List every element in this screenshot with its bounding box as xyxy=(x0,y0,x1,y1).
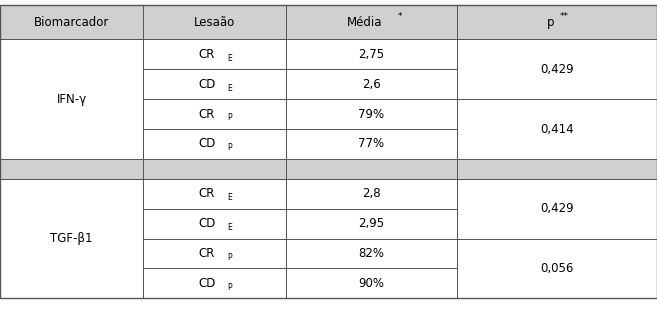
Text: **: ** xyxy=(560,12,569,21)
Bar xyxy=(286,99,457,129)
Bar xyxy=(457,179,657,239)
Text: Média: Média xyxy=(347,16,383,29)
Text: p: p xyxy=(547,16,554,29)
Text: 79%: 79% xyxy=(359,108,384,121)
Bar xyxy=(457,5,657,39)
Text: CD: CD xyxy=(198,137,215,151)
Bar xyxy=(286,179,457,209)
Text: 0,429: 0,429 xyxy=(540,63,574,76)
Bar xyxy=(143,99,286,129)
Text: 77%: 77% xyxy=(359,137,384,151)
Bar xyxy=(143,179,286,209)
Text: CR: CR xyxy=(199,247,215,260)
Bar xyxy=(0,179,143,298)
Bar xyxy=(286,69,457,99)
Text: CR: CR xyxy=(199,48,215,61)
Text: CR: CR xyxy=(199,108,215,121)
Bar xyxy=(0,159,143,179)
Bar xyxy=(143,5,286,39)
Text: E: E xyxy=(227,54,232,63)
Bar xyxy=(143,239,286,268)
Text: 82%: 82% xyxy=(359,247,384,260)
Bar xyxy=(143,39,286,69)
Text: 0,414: 0,414 xyxy=(540,123,574,135)
Bar xyxy=(286,159,457,179)
Text: IFN-γ: IFN-γ xyxy=(57,93,87,106)
Text: 2,75: 2,75 xyxy=(359,48,384,61)
Bar xyxy=(286,239,457,268)
Bar xyxy=(0,5,143,39)
Text: P: P xyxy=(227,113,232,123)
Bar xyxy=(286,159,457,179)
Text: TGF-β1: TGF-β1 xyxy=(51,232,93,245)
Text: E: E xyxy=(227,193,232,202)
Text: 90%: 90% xyxy=(359,277,384,290)
Bar xyxy=(143,129,286,159)
Bar xyxy=(143,209,286,239)
Bar xyxy=(457,5,657,39)
Bar xyxy=(0,5,143,39)
Text: 2,6: 2,6 xyxy=(362,78,381,91)
Bar xyxy=(143,159,286,179)
Text: 0,429: 0,429 xyxy=(540,202,574,215)
Bar xyxy=(457,39,657,99)
Text: CD: CD xyxy=(198,277,215,290)
Bar xyxy=(143,159,286,179)
Bar xyxy=(143,69,286,99)
Text: CD: CD xyxy=(198,78,215,91)
Bar xyxy=(457,99,657,159)
Bar xyxy=(0,39,143,159)
Text: Lesaão: Lesaão xyxy=(194,16,235,29)
Bar xyxy=(286,5,457,39)
Text: CR: CR xyxy=(199,187,215,200)
Text: E: E xyxy=(227,83,232,93)
Text: CD: CD xyxy=(198,217,215,230)
Bar xyxy=(286,129,457,159)
Bar xyxy=(143,5,286,39)
Text: P: P xyxy=(227,282,232,292)
Text: *: * xyxy=(397,12,402,21)
Text: 2,8: 2,8 xyxy=(362,187,381,200)
Bar xyxy=(457,239,657,298)
Bar xyxy=(286,209,457,239)
Text: 2,95: 2,95 xyxy=(359,217,384,230)
Bar xyxy=(457,159,657,179)
Text: E: E xyxy=(227,223,232,232)
Bar xyxy=(0,159,143,179)
Text: Biomarcador: Biomarcador xyxy=(34,16,109,29)
Text: 0,056: 0,056 xyxy=(540,262,574,275)
Bar xyxy=(286,268,457,298)
Bar xyxy=(286,5,457,39)
Bar xyxy=(143,268,286,298)
Bar xyxy=(457,159,657,179)
Text: P: P xyxy=(227,253,232,262)
Bar xyxy=(286,39,457,69)
Text: P: P xyxy=(227,143,232,152)
